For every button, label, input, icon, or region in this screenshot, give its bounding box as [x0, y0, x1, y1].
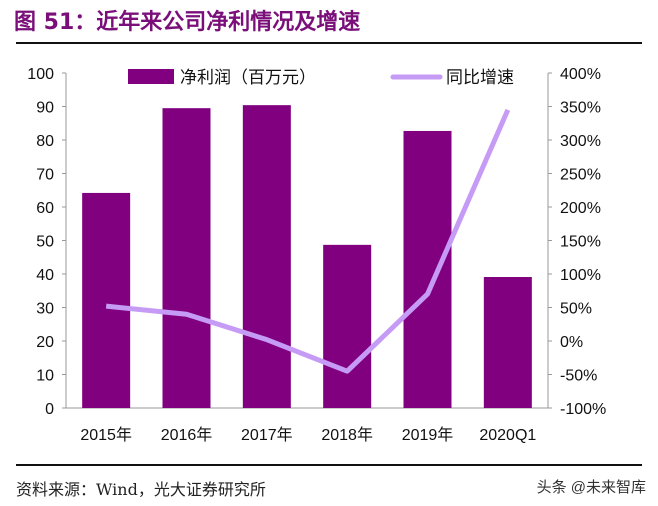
title-rule	[16, 42, 642, 44]
x-tick-label: 2020Q1	[479, 427, 536, 444]
x-tick-label: 2019年	[402, 426, 454, 444]
left-tick-label: 0	[45, 401, 54, 418]
legend-bar-label: 净利润（百万元）	[180, 68, 316, 87]
bar-2017年	[242, 105, 291, 408]
figure-title: 图 51：近年来公司净利情况及增速	[14, 10, 361, 35]
right-tick-label: 0%	[560, 334, 583, 351]
left-tick-label: 60	[36, 200, 54, 217]
x-tick-label: 2015年	[80, 426, 132, 444]
left-tick-label: 10	[36, 368, 54, 385]
x-tick-label: 2016年	[161, 426, 213, 444]
left-tick-label: 90	[36, 100, 54, 117]
left-tick-label: 50	[36, 234, 54, 251]
left-tick-label: 70	[36, 167, 54, 184]
right-tick-label: 250%	[560, 167, 601, 184]
right-tick-label: 400%	[560, 66, 601, 83]
right-tick-label: 100%	[560, 267, 601, 284]
right-tick-label: 150%	[560, 234, 601, 251]
bar-2020Q1	[483, 277, 532, 408]
right-tick-label: 300%	[560, 133, 601, 150]
left-tick-label: 100	[27, 66, 54, 83]
right-tick-label: 350%	[560, 100, 601, 117]
legend-bar-swatch	[128, 69, 174, 84]
chart: 0 10 20 30 40 50 60 70 80 90 100 -100% -50% 0% 50% 100%…	[27, 66, 606, 444]
left-tick-label: 20	[36, 334, 54, 351]
right-tick-label: -100%	[560, 401, 606, 418]
x-tick-label: 2017年	[241, 426, 293, 444]
growth-line	[105, 108, 511, 374]
source-rule	[16, 464, 642, 466]
right-tick-label: -50%	[560, 368, 597, 385]
bar-2015年	[82, 192, 131, 408]
bar-2018年	[323, 244, 372, 408]
watermark: 头条 @未来智库	[536, 479, 646, 496]
right-tick-label: 50%	[560, 301, 592, 318]
x-tick-label: 2018年	[321, 426, 373, 444]
source-note: 资料来源：Wind，光大证券研究所	[16, 480, 266, 499]
left-tick-label: 40	[36, 267, 54, 284]
legend-line-label: 同比增速	[446, 68, 514, 87]
right-tick-label: 200%	[560, 200, 601, 217]
left-tick-label: 80	[36, 133, 54, 150]
left-tick-label: 30	[36, 301, 54, 318]
bar-2016年	[162, 108, 211, 409]
bar-2019年	[403, 130, 452, 408]
